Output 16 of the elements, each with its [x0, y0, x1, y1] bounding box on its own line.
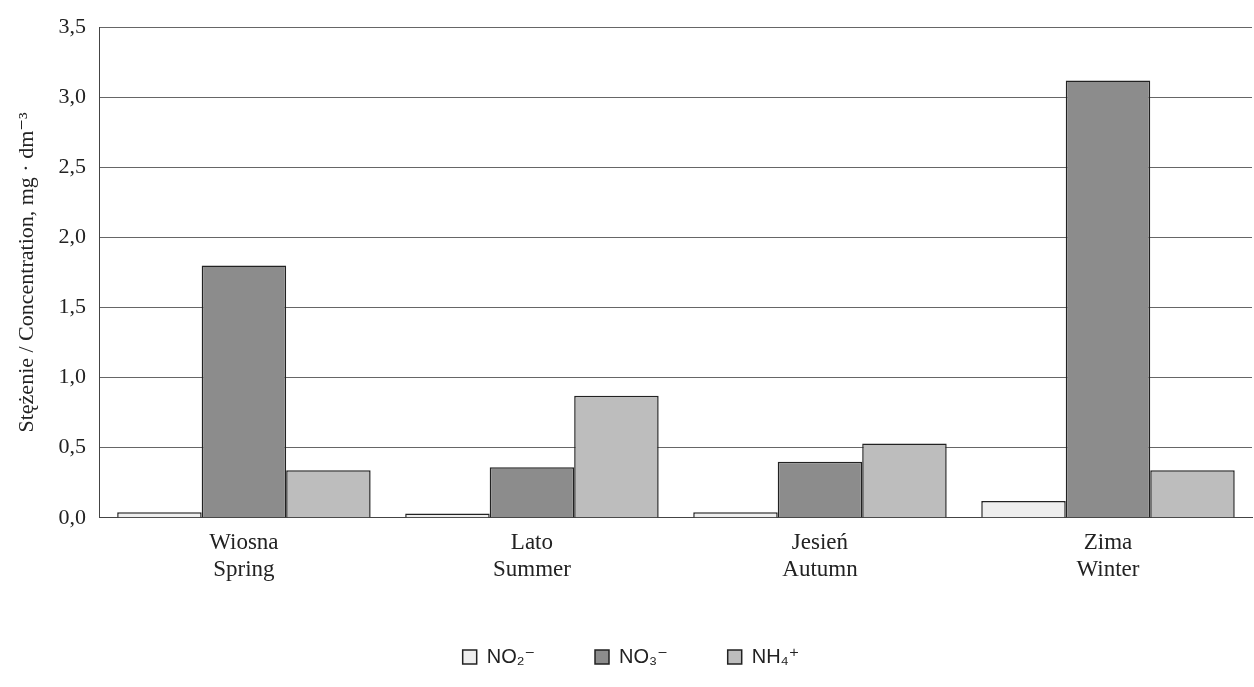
- x-tick-label: Jesień Autumn: [782, 528, 859, 582]
- x-tick-label: Lato Summer: [492, 528, 572, 582]
- x-tick-label: Wiosna Spring: [209, 528, 279, 582]
- y-tick-label: 1,0: [58, 363, 86, 389]
- y-tick-label: 0,0: [58, 503, 86, 529]
- y-tick-label: 2,0: [58, 223, 86, 249]
- legend-label: NH₄⁺: [751, 644, 800, 667]
- y-tick-label: 3,5: [58, 12, 86, 38]
- y-tick-label: 0,5: [58, 433, 86, 459]
- y-tick-label: 1,5: [58, 293, 86, 319]
- y-tick-label: 3,0: [58, 83, 86, 109]
- legend-label: NO₂⁻: [486, 644, 536, 667]
- y-axis-title: Stężenie / Concentration, mg · dm⁻³: [12, 112, 38, 433]
- x-tick-label: Zima Winter: [1076, 528, 1140, 582]
- y-tick-label: 2,5: [58, 153, 86, 179]
- legend-label: NO₃⁻: [619, 644, 668, 667]
